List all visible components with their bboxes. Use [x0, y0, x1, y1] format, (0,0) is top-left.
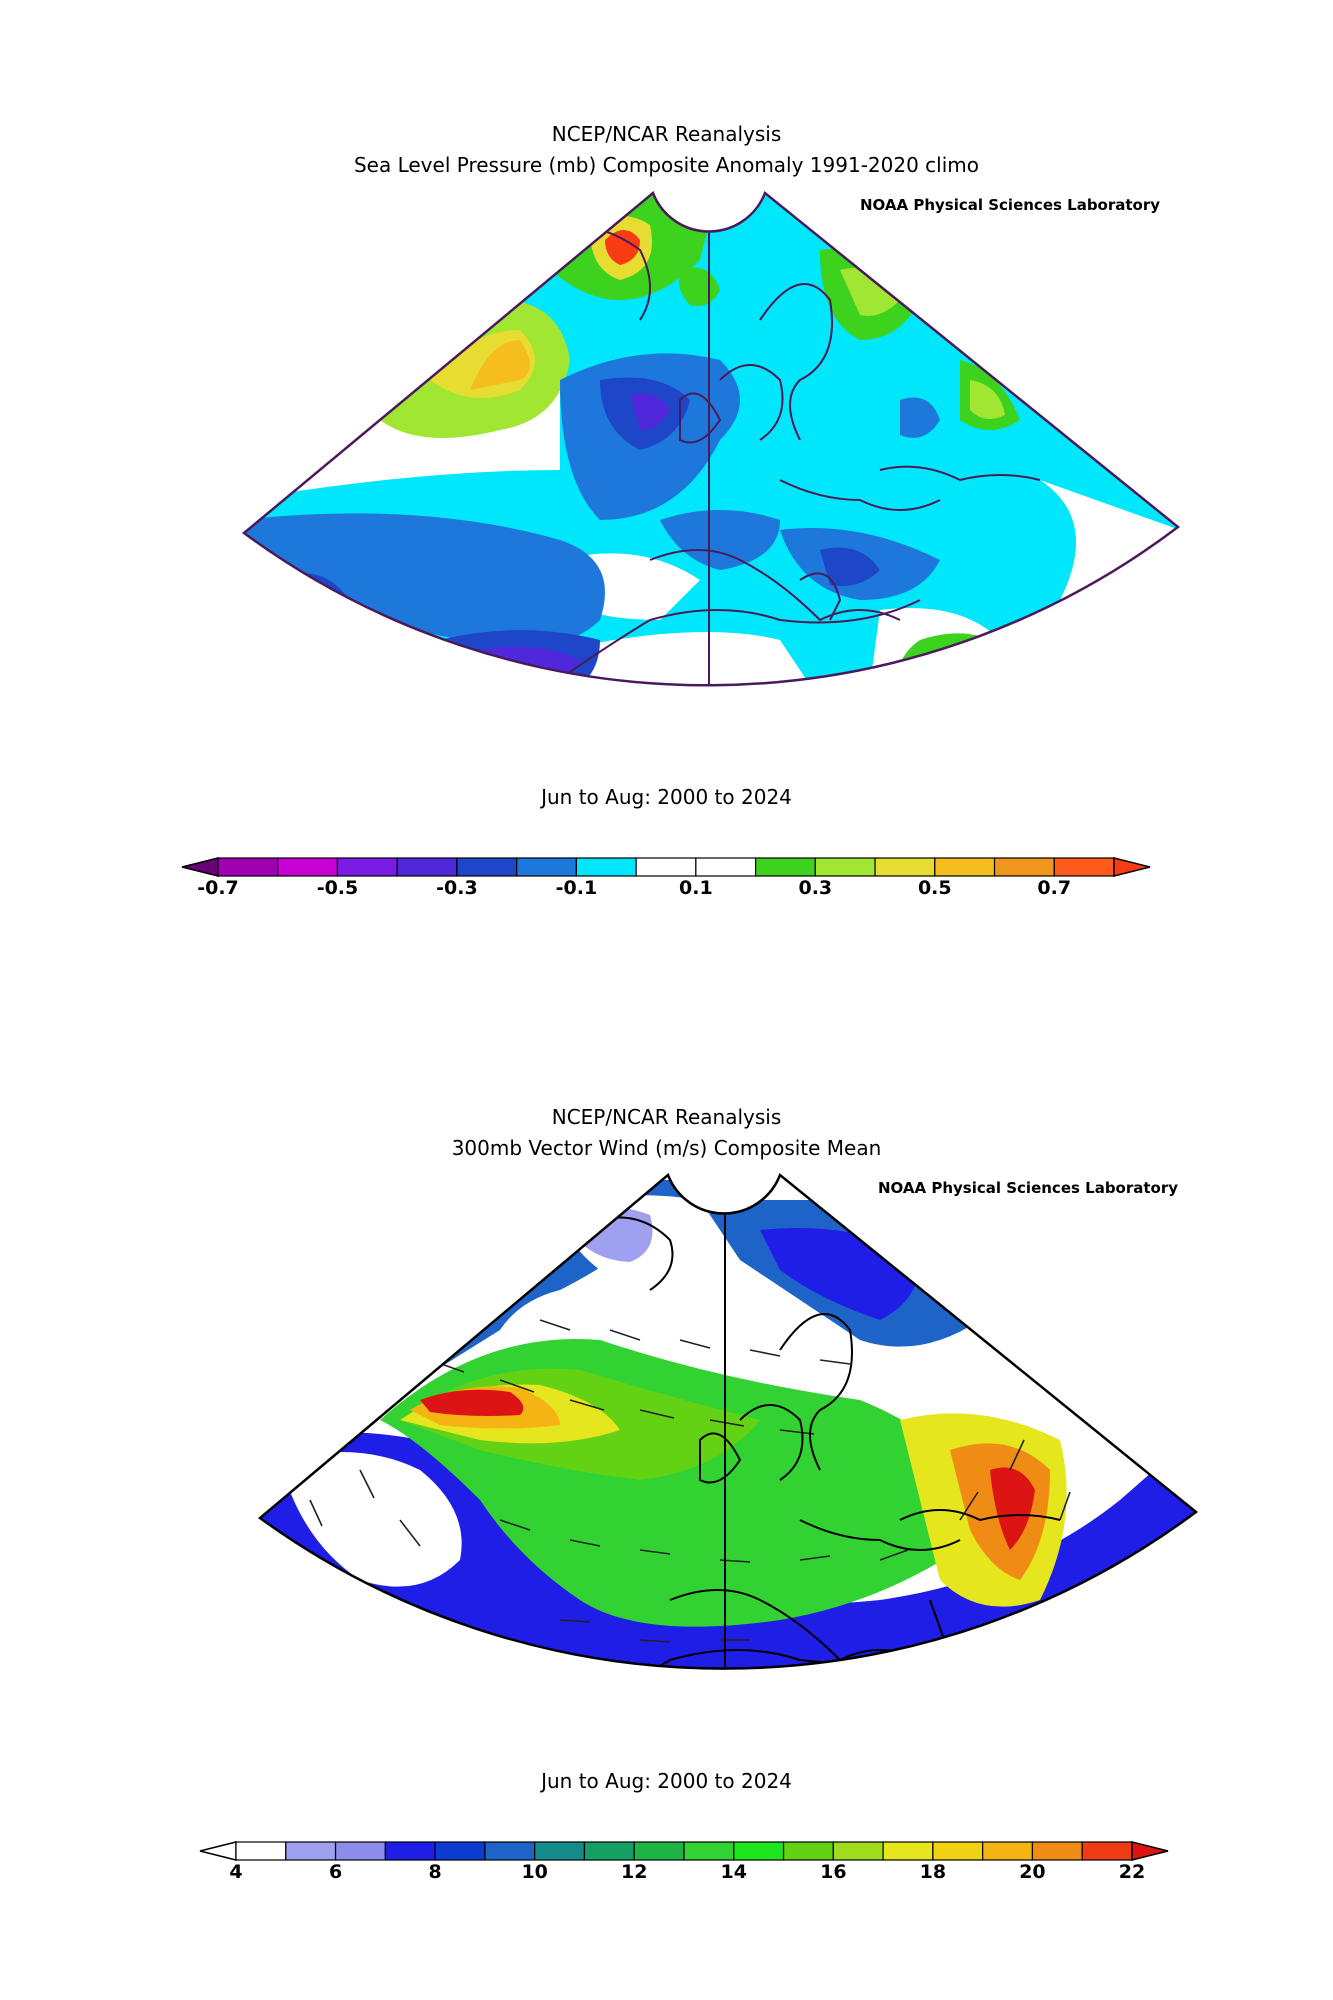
colorbar-tick-label: 0.7 — [1037, 877, 1071, 899]
wind-300mb-colorbar: 4 6 8 10 12 14 16 18 20 22 — [199, 1841, 1169, 1883]
colorbar-swatch — [695, 857, 757, 877]
colorbar-swatch — [434, 1841, 486, 1861]
colorbar-swatch — [456, 857, 518, 877]
colorbar-swatch — [782, 1841, 834, 1861]
colorbar-swatch — [932, 1841, 984, 1861]
colorbar-tick-label: -0.1 — [556, 877, 598, 899]
slp-anomaly-colorbar: -0.7 -0.5 -0.3 -0.1 0.1 0.3 0.5 0.7 — [181, 857, 1151, 899]
panel2-title-line1: NCEP/NCAR Reanalysis — [551, 1105, 782, 1129]
colorbar-swatch — [516, 857, 578, 877]
colorbar-tick-label: 20 — [1019, 1861, 1045, 1883]
colorbar-swatch — [583, 1841, 635, 1861]
wind-300mb-map — [257, 1172, 1199, 1670]
colorbar-swatch — [993, 857, 1055, 877]
colorbar-swatch — [1053, 857, 1115, 877]
colorbar-swatch — [982, 1841, 1034, 1861]
panel1-title-line2: Sea Level Pressure (mb) Composite Anomal… — [353, 153, 980, 177]
colorbar-tick-label: -0.7 — [197, 877, 239, 899]
colorbar-swatch — [934, 857, 996, 877]
colorbar-swatch — [754, 857, 816, 877]
slp-anomaly-map — [241, 190, 1181, 687]
colorbar-swatch — [683, 1841, 735, 1861]
colorbar-swatch — [874, 857, 936, 877]
colorbar-swatch — [814, 857, 876, 877]
colorbar-swatch — [633, 1841, 685, 1861]
panel2-title-line2: 300mb Vector Wind (m/s) Composite Mean — [451, 1136, 882, 1160]
colorbar-swatch — [484, 1841, 536, 1861]
colorbar-swatch — [534, 1841, 586, 1861]
colorbar-swatch — [396, 857, 458, 877]
colorbar-tick-label: 12 — [621, 1861, 647, 1883]
colorbar-swatch — [733, 1841, 785, 1861]
colorbar-swatch — [334, 1841, 386, 1861]
colorbar-tick-label: 4 — [229, 1861, 242, 1883]
colorbar-tick-label: -0.5 — [317, 877, 359, 899]
colorbar-tick-label: 0.5 — [918, 877, 952, 899]
colorbar-left-triangle — [199, 1841, 237, 1861]
colorbar-swatch — [336, 857, 398, 877]
panel2-period: Jun to Aug: 2000 to 2024 — [541, 1769, 792, 1793]
colorbar-tick-label: 10 — [521, 1861, 547, 1883]
slp-anomaly-panel: NCEP/NCAR Reanalysis Sea Level Pressure … — [181, 122, 1181, 899]
colorbar-swatch — [217, 857, 279, 877]
colorbar-swatch — [277, 857, 339, 877]
colorbar-tick-label: 0.3 — [798, 877, 832, 899]
colorbar-swatch — [882, 1841, 934, 1861]
colorbar-tick-label: 18 — [920, 1861, 946, 1883]
colorbar-tick-label: 8 — [428, 1861, 441, 1883]
colorbar-tick-label: 16 — [820, 1861, 846, 1883]
panel1-title-line1: NCEP/NCAR Reanalysis — [551, 122, 782, 146]
colorbar-right-triangle — [1131, 1841, 1169, 1861]
colorbar-swatch — [285, 1841, 337, 1861]
colorbar-swatch — [384, 1841, 436, 1861]
colorbar-tick-label: 14 — [721, 1861, 747, 1883]
colorbar-tick-label: 22 — [1119, 1861, 1145, 1883]
colorbar-right-triangle — [1113, 857, 1151, 877]
panel1-period: Jun to Aug: 2000 to 2024 — [541, 785, 792, 809]
colorbar-swatch — [832, 1841, 884, 1861]
colorbar-tick-label: 0.1 — [679, 877, 713, 899]
colorbar-swatch — [635, 857, 697, 877]
colorbar-swatch — [1081, 1841, 1133, 1861]
colorbar-swatch — [235, 1841, 287, 1861]
panel2-credit: NOAA Physical Sciences Laboratory — [878, 1179, 1179, 1197]
colorbar-tick-label: 6 — [329, 1861, 342, 1883]
colorbar-swatch — [575, 857, 637, 877]
wind-300mb-panel: NCEP/NCAR Reanalysis 300mb Vector Wind (… — [0, 1000, 1333, 2000]
colorbar-swatch — [1031, 1841, 1083, 1861]
colorbar-left-triangle — [181, 857, 219, 877]
panel1-credit: NOAA Physical Sciences Laboratory — [860, 196, 1161, 214]
colorbar-tick-label: -0.3 — [436, 877, 478, 899]
